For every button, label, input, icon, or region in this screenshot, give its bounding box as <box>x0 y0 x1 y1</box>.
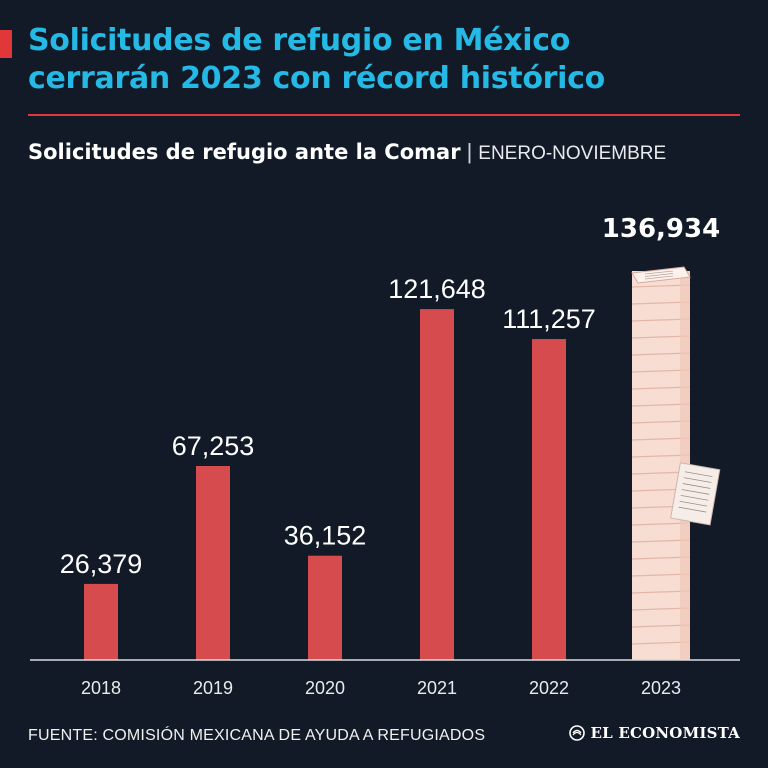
chart-subtitle: Solicitudes de refugio ante la Comar | ENE… <box>28 138 666 168</box>
bar-2023 <box>631 266 721 660</box>
bar-2020 <box>308 555 342 660</box>
loose-sheet <box>670 462 721 526</box>
globe-icon <box>568 725 585 741</box>
accent-mark <box>0 30 12 58</box>
loose-sheet-paper <box>670 462 721 526</box>
subtitle-date-range: ENERO-NOVIEMBRE <box>478 143 667 164</box>
subtitle-main: Solicitudes de refugio ante la Comar <box>28 140 461 164</box>
loose-sheet-text-line <box>681 489 710 495</box>
paper-text-line <box>644 270 674 275</box>
bar-2018 <box>84 583 118 660</box>
x-tick-label-2022: 2022 <box>529 678 569 698</box>
headline-line-2: cerrarán 2023 con récord histórico <box>28 61 605 96</box>
value-label-2018: 26,379 <box>60 549 143 579</box>
value-label-2022: 111,257 <box>502 304 596 334</box>
loose-sheet-text-line <box>683 477 712 483</box>
x-tick-label-2020: 2020 <box>305 678 345 698</box>
bar-chart: 26,379 2018 67,253 2019 36,152 2020 121,648 202… <box>30 214 740 698</box>
loose-sheet-text-line <box>679 500 708 507</box>
subtitle-separator: | <box>466 139 473 164</box>
bar-2019 <box>196 466 230 660</box>
x-tick-label-2019: 2019 <box>193 678 233 698</box>
headline-divider <box>28 114 740 116</box>
loose-sheet-text-line <box>678 506 707 513</box>
value-label-2020: 36,152 <box>284 521 367 551</box>
bar-2022 <box>532 339 566 660</box>
headline-line-1: Solicitudes de refugio en México <box>28 23 571 58</box>
value-label-2023: 136,934 <box>602 214 720 244</box>
brand-name: EL ECONOMISTA <box>590 724 740 742</box>
value-label-2019: 67,253 <box>172 431 255 461</box>
loose-sheet-text-line <box>682 483 711 489</box>
x-tick-label-2023: 2023 <box>641 678 681 698</box>
headline: Solicitudes de refugio en México cerrará… <box>28 22 748 98</box>
bar-2021 <box>420 309 454 660</box>
loose-sheet-text-line <box>680 494 709 501</box>
brand: EL ECONOMISTA <box>568 724 740 742</box>
value-label-2021: 121,648 <box>388 274 486 304</box>
x-tick-label-2018: 2018 <box>81 678 121 698</box>
x-tick-label-2021: 2021 <box>417 678 457 698</box>
paper-text-line <box>644 275 674 280</box>
loose-sheet-text-line <box>684 471 713 477</box>
paper-text-line <box>644 273 674 277</box>
source-note: FUENTE: COMISIÓN MEXICANA DE AYUDA A REF… <box>28 727 486 744</box>
